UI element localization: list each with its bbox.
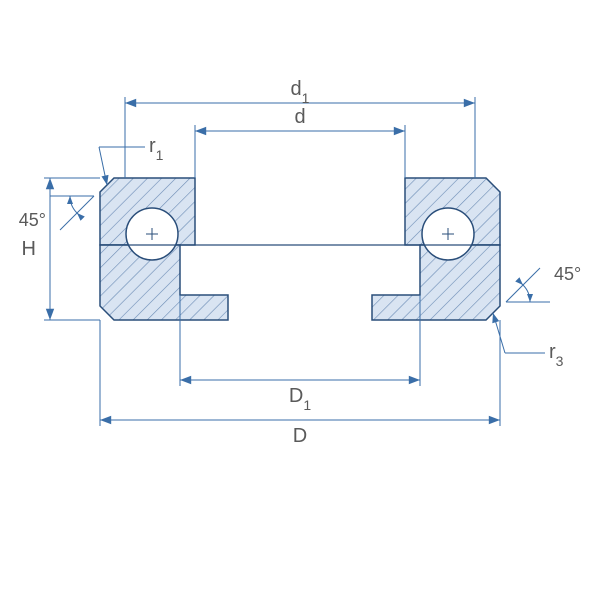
svg-text:D: D [293, 425, 307, 447]
svg-text:d1: d1 [291, 78, 310, 106]
svg-text:r3: r3 [549, 341, 564, 369]
svg-text:d: d [294, 106, 305, 128]
svg-text:45°: 45° [554, 264, 581, 284]
svg-text:45°: 45° [19, 210, 46, 230]
svg-text:D1: D1 [289, 385, 311, 413]
svg-text:r1: r1 [149, 135, 164, 163]
svg-text:H: H [22, 238, 36, 260]
